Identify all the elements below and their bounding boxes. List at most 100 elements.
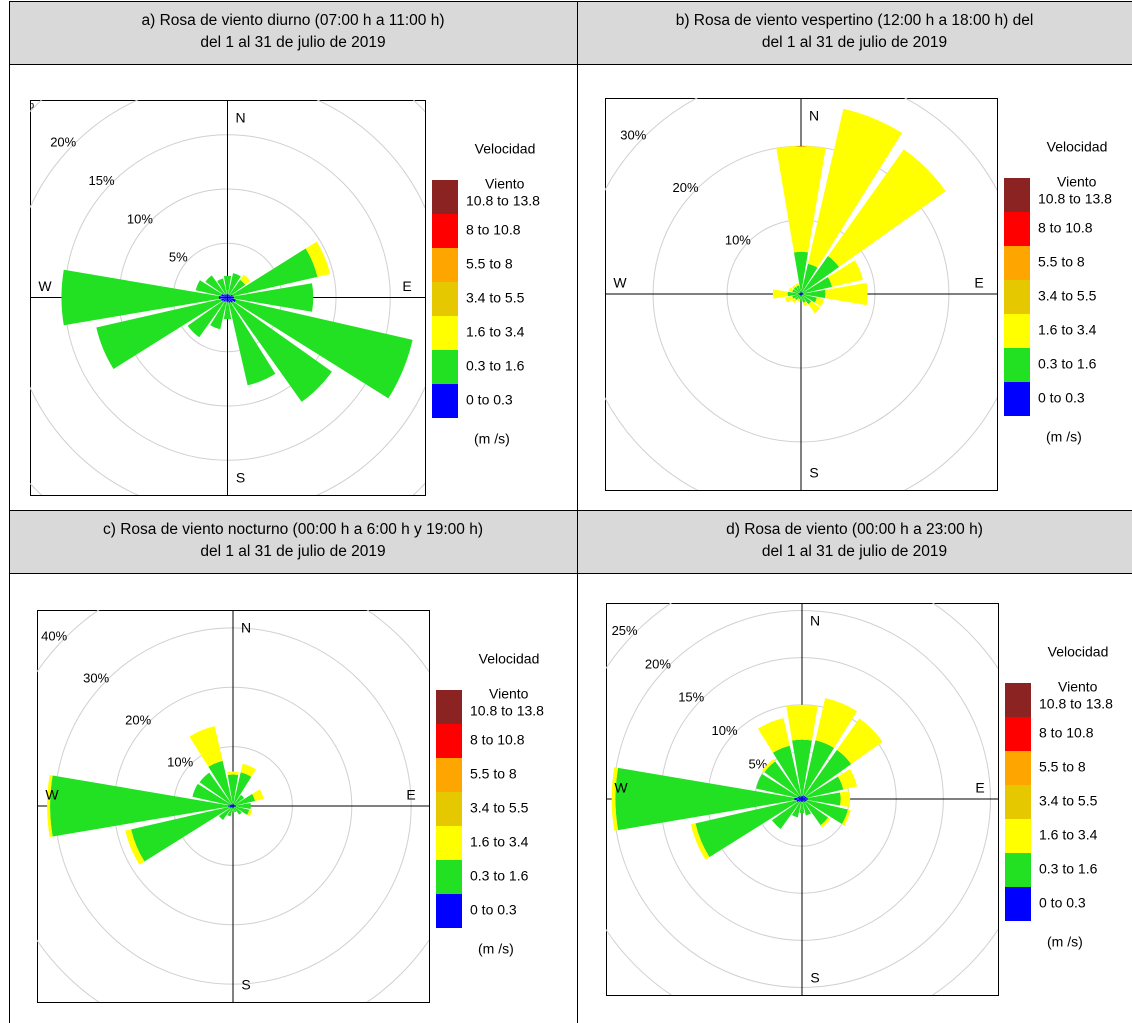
wind-segment bbox=[225, 294, 228, 298]
wind-segment bbox=[47, 774, 53, 838]
chart-panel: d) Rosa de viento (00:00 h a 23:00 h) del… bbox=[577, 510, 1132, 1023]
chart-title: c) Rosa de viento nocturno (00:00 h a 6:… bbox=[103, 521, 483, 538]
wind-segment bbox=[801, 292, 803, 294]
wind-segment bbox=[233, 806, 235, 808]
compass-label: S bbox=[809, 465, 818, 481]
wind-segment bbox=[232, 806, 233, 808]
chart-title: del 1 al 31 de julio de 2019 bbox=[762, 543, 947, 560]
wind-segment bbox=[772, 745, 802, 797]
wind-segment bbox=[227, 294, 233, 298]
legend-label: 1.6 to 3.4 bbox=[466, 324, 525, 340]
legend-label: 5.5 to 8 bbox=[1038, 254, 1085, 270]
r-tick-label: 20% bbox=[673, 180, 699, 195]
wind-segment bbox=[772, 289, 788, 299]
compass-label: N bbox=[235, 110, 245, 126]
legend-subtitle: Viento bbox=[485, 176, 525, 192]
legend-swatch bbox=[1004, 246, 1030, 280]
legend-unit: (m /s) bbox=[1047, 934, 1083, 950]
wind-segment bbox=[801, 294, 812, 305]
wind-segment bbox=[801, 295, 806, 303]
legend-label: 1.6 to 3.4 bbox=[1039, 827, 1098, 843]
wind-segment bbox=[802, 799, 806, 803]
compass-label: E bbox=[974, 275, 983, 291]
wind-segment bbox=[230, 804, 233, 806]
compass-label: E bbox=[402, 278, 411, 294]
wind-segment bbox=[803, 289, 826, 299]
wind-segment bbox=[794, 294, 801, 301]
wind-segment bbox=[125, 829, 145, 865]
legend-subtitle: Viento bbox=[489, 686, 529, 702]
legend-label: 1.6 to 3.4 bbox=[470, 834, 529, 850]
legend-swatch bbox=[436, 724, 462, 758]
wind-segment bbox=[227, 297, 231, 303]
wind-segment bbox=[615, 767, 795, 831]
legend-label: 8 to 10.8 bbox=[470, 732, 525, 748]
r-tick-label: 10% bbox=[167, 755, 193, 770]
wind-segment bbox=[801, 293, 804, 295]
legend-swatch bbox=[1004, 212, 1030, 246]
wind-segment bbox=[787, 291, 799, 297]
wind-segment bbox=[225, 297, 228, 302]
wind-segment bbox=[231, 301, 332, 402]
header-cell bbox=[577, 1, 1132, 65]
wind-segment bbox=[234, 299, 413, 399]
wind-segment bbox=[801, 796, 803, 799]
wind-segment bbox=[785, 295, 794, 303]
wind-segment bbox=[791, 298, 797, 304]
legend-label: 5.5 to 8 bbox=[470, 766, 517, 782]
wind-segment bbox=[792, 294, 800, 299]
wind-segment bbox=[802, 795, 805, 799]
wind-segment bbox=[807, 792, 841, 806]
compass-label: E bbox=[406, 787, 415, 803]
plot: 10% 20% 30% 40% bbox=[37, 610, 429, 1002]
legend-swatch bbox=[1005, 717, 1031, 751]
r-tick-label: 5% bbox=[169, 250, 188, 265]
wind-segment bbox=[234, 794, 245, 805]
header-cell bbox=[577, 510, 1132, 574]
legend-label: 5.5 to 8 bbox=[1039, 759, 1086, 775]
wind-segment bbox=[223, 297, 228, 302]
wind-segment bbox=[189, 726, 223, 767]
wind-segment bbox=[798, 293, 801, 295]
wind-segment bbox=[792, 289, 800, 294]
wind-segment bbox=[233, 804, 235, 806]
wind-segment bbox=[801, 294, 803, 295]
wind-segment bbox=[227, 297, 233, 303]
legend-label: 0 to 0.3 bbox=[470, 902, 517, 918]
wind-segment bbox=[233, 805, 236, 807]
wind-segment bbox=[192, 783, 231, 806]
wind-segment bbox=[772, 801, 800, 829]
wind-segment bbox=[227, 297, 236, 303]
wind-segment bbox=[802, 801, 812, 816]
legend-swatch bbox=[1004, 280, 1030, 314]
wind-segment bbox=[799, 294, 801, 296]
wind-segment bbox=[221, 297, 228, 301]
wind-segment bbox=[836, 718, 883, 765]
wind-segment bbox=[776, 146, 826, 253]
wind-segment bbox=[805, 800, 848, 825]
legend-swatch bbox=[1004, 314, 1030, 348]
header-cell bbox=[9, 1, 578, 65]
wind-segment bbox=[808, 301, 821, 314]
compass-label: S bbox=[236, 470, 245, 486]
wind-segment bbox=[791, 801, 802, 818]
wind-segment bbox=[815, 697, 858, 748]
wind-segment bbox=[820, 817, 831, 828]
legend-label: 8 to 10.8 bbox=[1038, 220, 1093, 236]
wind-segment bbox=[792, 739, 812, 797]
legend-label: 3.4 to 5.5 bbox=[466, 290, 525, 306]
plot: 5% 10% 15% 20% 25% bbox=[606, 603, 998, 995]
legend-label: 10.8 to 13.8 bbox=[1038, 191, 1112, 207]
legend-subtitle: Viento bbox=[1058, 679, 1098, 695]
wind-segment bbox=[226, 297, 229, 302]
legend-swatch bbox=[1005, 887, 1031, 921]
r-tick-label: 5% bbox=[748, 756, 767, 771]
legend-swatch bbox=[436, 690, 462, 724]
wind-segment bbox=[801, 294, 803, 296]
wind-segment bbox=[228, 805, 233, 807]
legend-swatch bbox=[432, 282, 458, 316]
wind-segment bbox=[226, 294, 229, 298]
wind-segment bbox=[757, 718, 790, 753]
wind-segment bbox=[794, 797, 802, 801]
